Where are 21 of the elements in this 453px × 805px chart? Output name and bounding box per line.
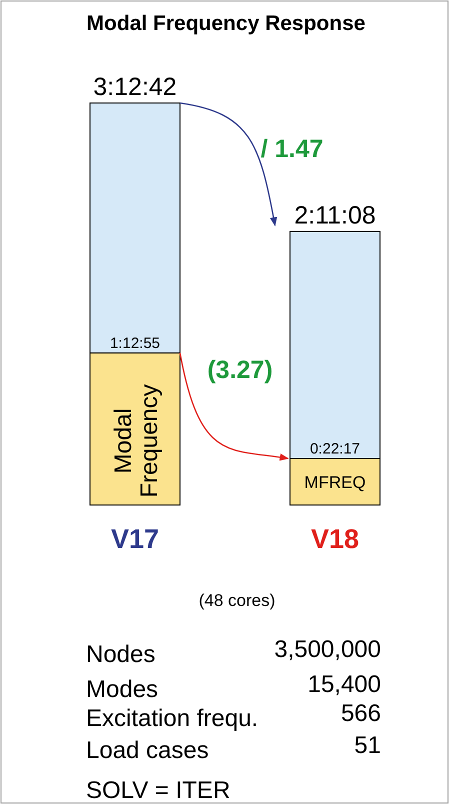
text: SOLV = ITER <box>86 777 230 804</box>
total-label: 2:11:08 <box>294 201 376 230</box>
chart-title: Modal Frequency Response <box>86 12 366 35</box>
text: 15,400 <box>308 671 381 698</box>
total-label: 3:12:42 <box>93 73 177 101</box>
annotation: MFREQ <box>304 472 366 492</box>
data-label: 1:12:55 <box>110 334 160 352</box>
data-label: 0:22:17 <box>310 440 360 458</box>
text: Nodes <box>86 641 156 668</box>
x-tick-label: V17 <box>110 524 160 554</box>
annotation: Modal Frequency <box>110 384 163 498</box>
text: 3,500,000 <box>274 636 381 663</box>
text: (48 cores) <box>198 591 276 610</box>
text: 51 <box>354 732 381 759</box>
text: Modes <box>86 676 158 703</box>
text: Excitation frequ. <box>86 705 258 732</box>
text: 566 <box>340 700 381 727</box>
x-tick-label: V18 <box>310 524 360 554</box>
text: Load cases <box>86 737 209 764</box>
annotation: (3.27) <box>207 356 273 384</box>
annotation: / 1.47 <box>260 135 324 163</box>
